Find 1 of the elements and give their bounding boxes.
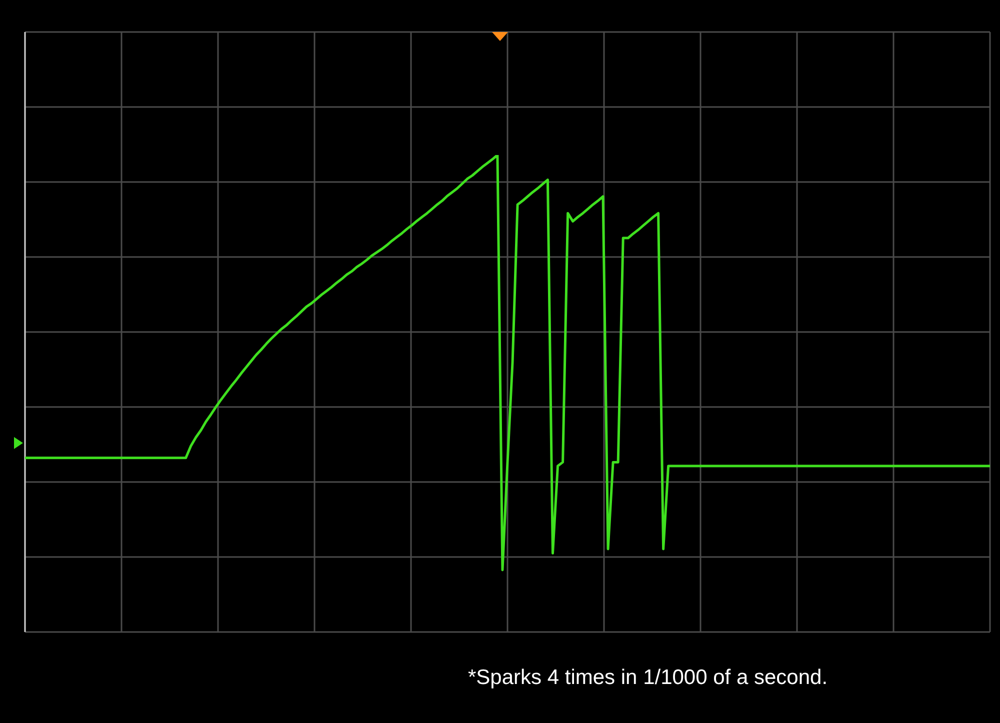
text: *Sparks 4 times in 1/1000 of a second. [468,666,828,690]
